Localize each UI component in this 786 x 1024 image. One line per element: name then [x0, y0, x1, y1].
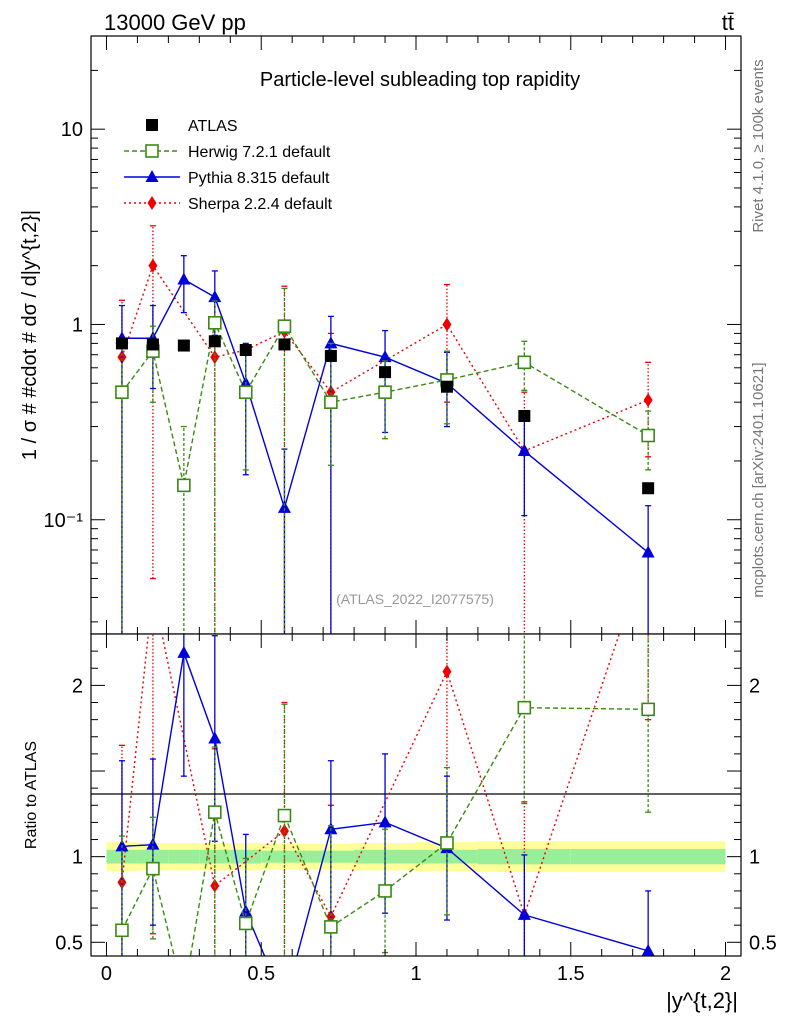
chart-title: Particle-level subleading top rapidity [260, 69, 580, 91]
ratio-y-tick-label-right: 2 [749, 675, 760, 697]
legend-marker [146, 119, 158, 131]
ratio-series-line [121, 706, 649, 956]
ratio-band-green [168, 849, 200, 864]
ratio-data-point [115, 923, 129, 938]
x-tick-label: 2 [720, 963, 731, 985]
ratio-data-point [177, 645, 191, 658]
ratio-y-tick-label-left: 1 [72, 847, 83, 869]
legend-item: Herwig 7.2.1 default [124, 144, 331, 161]
main-data-point [210, 350, 220, 365]
ratio-data-point [208, 731, 222, 744]
main-y-tick-label: 10⁻¹ [44, 510, 84, 532]
ratio-data-point [277, 808, 292, 823]
legend: ATLAS Herwig 7.2.1 default Pythia 8.315 de… [124, 118, 333, 213]
main-panel: 10⁻¹ 1 10 Particle-level subleading top ra… [19, 35, 742, 635]
legend-label: Pythia 8.315 default [188, 170, 330, 187]
main-data-point [115, 385, 129, 399]
ratio-data-point [440, 836, 454, 850]
rivet-version-label: Rivet 4.1.0, ≥ 100k events [750, 59, 767, 232]
main-data-point [324, 395, 338, 409]
main-data-point [115, 337, 128, 350]
main-data-point [177, 478, 191, 493]
mcplots-label: mcplots.cern.ch [arXiv:2401.10621] [750, 362, 767, 597]
main-data-point [517, 355, 532, 370]
main-data-point [148, 258, 158, 273]
ratio-data-point [208, 805, 222, 819]
energy-label: 13000 GeV pp [104, 10, 246, 35]
main-data-point [277, 319, 292, 333]
legend-label: ATLAS [188, 118, 238, 135]
ratio-data-point [378, 884, 392, 898]
x-tick-label: 1 [410, 963, 421, 985]
x-tick-label: 1.5 [557, 963, 585, 985]
main-data-point [238, 385, 253, 399]
main-data-point [324, 336, 338, 349]
main-data-point [177, 339, 190, 352]
ratio-y-tick-label-right: 1 [749, 847, 760, 869]
ratio-data-point [442, 664, 452, 679]
main-series-atlas [115, 335, 655, 495]
ratio-panel: 0.5 0.5 1 1 2 2 0 0.5 1 1.5 2 Ratio to ATLAS |y^{t… [23, 633, 777, 1013]
main-data-point [641, 428, 655, 443]
main-data-point [177, 272, 191, 285]
legend-label: Herwig 7.2.1 default [188, 144, 331, 161]
main-data-point [239, 344, 252, 357]
ratio-data-point [324, 920, 338, 934]
main-data-point [324, 349, 337, 362]
main-data-point [378, 350, 392, 363]
main-data-point [146, 338, 159, 351]
legend-label: Sherpa 2.2.4 default [188, 196, 333, 213]
ratio-y-tick-label-left: 0.5 [55, 932, 83, 954]
main-data-point [643, 393, 653, 408]
ratio-series-herwig [115, 634, 655, 956]
ratio-data-point [517, 700, 532, 715]
legend-item: ATLAS [146, 118, 238, 135]
legend-marker [145, 170, 159, 182]
main-data-point [641, 545, 655, 558]
ratio-data-point [378, 815, 392, 828]
ratio-y-axis-label: Ratio to ATLAS [23, 741, 40, 849]
main-data-point [442, 317, 452, 332]
ratio-data-point [641, 702, 655, 717]
analysis-watermark: (ATLAS_2022_I2077575) [336, 591, 494, 607]
ratio-frame [90, 633, 742, 957]
ratio-series-line [121, 650, 649, 956]
ratio-y-tick-label-right: 0.5 [749, 932, 777, 954]
main-data-point [278, 338, 291, 351]
main-data-point [517, 443, 531, 456]
x-tick-label: 0 [101, 963, 112, 985]
legend-marker [145, 144, 159, 158]
main-data-point [208, 290, 222, 303]
legend-item: Pythia 8.315 default [124, 170, 330, 187]
main-data-point [440, 380, 453, 393]
main-data-point [277, 500, 291, 513]
main-data-point [208, 335, 221, 348]
main-data-point [379, 366, 392, 379]
main-y-tick-label: 1 [72, 314, 83, 336]
main-data-point [378, 385, 392, 399]
main-data-point [518, 409, 531, 422]
ratio-band-green [570, 848, 726, 865]
x-tick-label: 0.5 [247, 963, 275, 985]
ratio-uncertainty-bands [106, 841, 726, 873]
ratio-data-point [146, 861, 160, 876]
ratio-series-line [121, 634, 620, 919]
main-data-point [208, 315, 222, 330]
ratio-y-tick-label-left: 2 [72, 675, 83, 697]
main-y-axis-label: 1 / σ # #cdot # dσ / d|y^{t,2}| [19, 210, 41, 460]
process-label: tt̄ [722, 10, 734, 35]
x-axis-label: |y^{t,2}| [666, 988, 738, 1013]
main-data-point [642, 482, 655, 495]
legend-marker [147, 196, 157, 210]
ratio-data-point [641, 943, 655, 956]
main-series-herwig [115, 287, 655, 634]
ratio-data-point [517, 907, 531, 920]
ratio-data-point [238, 916, 253, 931]
main-y-tick-label: 10 [61, 119, 83, 141]
legend-item: Sherpa 2.2.4 default [124, 196, 333, 213]
